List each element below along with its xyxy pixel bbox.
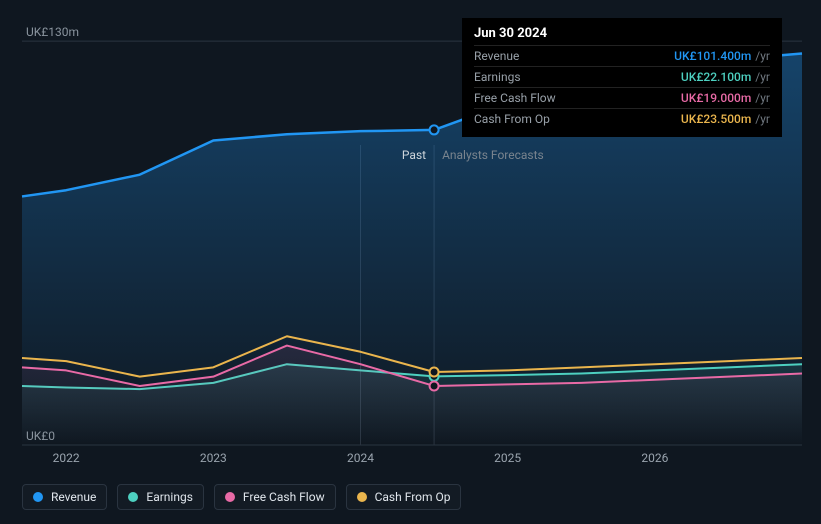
- y-axis-label: UK£130m: [26, 25, 79, 39]
- legend-swatch: [225, 492, 235, 502]
- legend-swatch: [357, 492, 367, 502]
- tooltip-row-label: Free Cash Flow: [474, 91, 556, 105]
- tooltip-row-label: Earnings: [474, 70, 521, 84]
- legend-item-cfo[interactable]: Cash From Op: [346, 484, 462, 510]
- legend-label: Revenue: [51, 490, 96, 504]
- legend-label: Free Cash Flow: [243, 490, 325, 504]
- tooltip-row-unit: /yr: [755, 112, 770, 126]
- tooltip-row: Revenue UK£101.400m/yr: [474, 45, 770, 66]
- tooltip-title: Jun 30 2024: [474, 26, 770, 45]
- x-axis-label: 2024: [347, 451, 374, 465]
- legend-label: Cash From Op: [375, 490, 451, 504]
- legend-label: Earnings: [146, 490, 193, 504]
- tooltip-row-label: Cash From Op: [474, 112, 550, 126]
- tooltip-row-unit: /yr: [755, 91, 770, 105]
- x-axis-label: 2023: [200, 451, 227, 465]
- chart-tooltip: Jun 30 2024 RevenueUK£101.400m/yrEarning…: [462, 18, 782, 137]
- legend-swatch: [128, 492, 138, 502]
- tooltip-row-unit: /yr: [755, 49, 770, 63]
- x-axis-label: 2022: [53, 451, 80, 465]
- tooltip-row-value: UK£23.500m: [681, 112, 751, 126]
- tooltip-row-value: UK£101.400m: [674, 49, 751, 63]
- legend-item-revenue[interactable]: Revenue: [22, 484, 107, 510]
- y-axis-label: UK£0: [26, 429, 55, 443]
- x-axis-label: 2026: [641, 451, 668, 465]
- tooltip-row: Earnings UK£22.100m/yr: [474, 66, 770, 87]
- legend-item-earnings[interactable]: Earnings: [117, 484, 204, 510]
- tooltip-row-label: Revenue: [474, 49, 519, 63]
- tooltip-row-value: UK£19.000m: [681, 91, 751, 105]
- x-axis-label: 2025: [494, 451, 521, 465]
- forecast-label: Analysts Forecasts: [442, 148, 544, 162]
- chart-legend: Revenue Earnings Free Cash Flow Cash From O…: [22, 484, 461, 510]
- legend-item-fcf[interactable]: Free Cash Flow: [214, 484, 336, 510]
- past-label: Past: [402, 148, 426, 162]
- tooltip-row: Cash From Op UK£23.500m/yr: [474, 108, 770, 129]
- tooltip-rows: Revenue UK£101.400m/yr Earnings UK£22.100m /…: [474, 45, 770, 129]
- tooltip-row-unit: /yr: [755, 70, 770, 84]
- legend-swatch: [33, 492, 43, 502]
- chart-container: Jun 30 2024 RevenueUK£101.400m/yrEarning…: [0, 0, 821, 524]
- tooltip-row: Free Cash Flow UK£19.000m/yr: [474, 87, 770, 108]
- tooltip-row-value: UK£22.100m: [681, 70, 751, 84]
